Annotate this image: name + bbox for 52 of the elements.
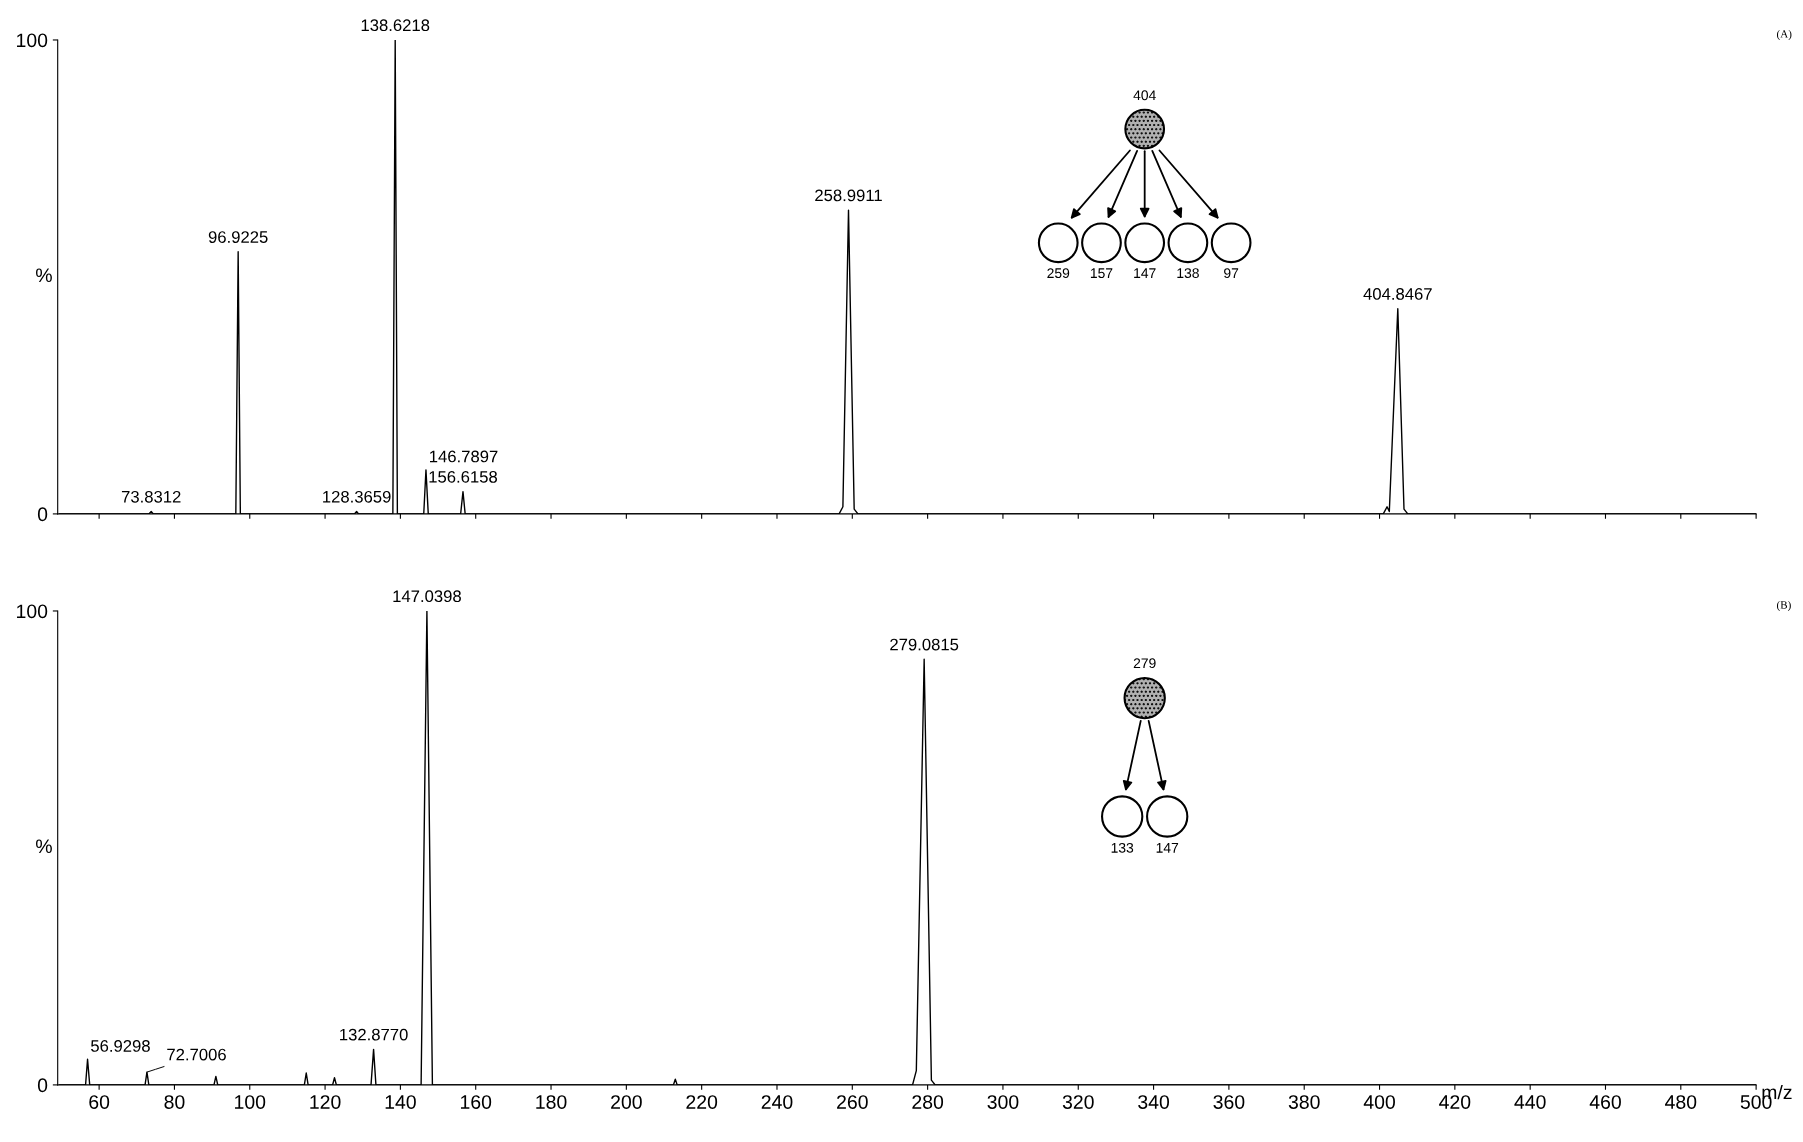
- x-tick-label: 440: [1514, 1095, 1546, 1109]
- annotation: 138: [1177, 268, 1199, 279]
- annotation: 279.0815: [890, 638, 959, 651]
- annotation: 133: [1111, 842, 1134, 853]
- x-tick-label: 420: [1439, 1095, 1471, 1109]
- annotation: 258.9911: [815, 189, 882, 202]
- y-tick-label: 0: [37, 507, 48, 522]
- x-tick-label: 160: [460, 1095, 492, 1109]
- x-tick-label: 240: [761, 1095, 793, 1109]
- annotation: 128.3659: [323, 490, 391, 503]
- annotation: 157: [1090, 268, 1113, 279]
- annotation: 146.7897: [430, 450, 498, 463]
- annotation: 147: [1134, 268, 1156, 278]
- x-tick-label: 300: [987, 1095, 1019, 1109]
- text: (A): [1776, 29, 1792, 40]
- annotation: 72.7006: [167, 1048, 226, 1061]
- annotation: 404.8467: [1363, 288, 1432, 300]
- annotation: 73.8312: [121, 490, 181, 503]
- x-tick-label: 380: [1288, 1095, 1320, 1109]
- annotation: 147: [1156, 843, 1179, 853]
- y-axis-title: %: [36, 839, 52, 854]
- y-axis-title: %: [36, 268, 52, 283]
- annotation: 147.0398: [393, 590, 461, 603]
- annotation: 97: [1224, 268, 1239, 279]
- x-tick-label: 320: [1062, 1095, 1094, 1109]
- x-tick-label: 60: [89, 1095, 110, 1109]
- x-tick-label: 180: [536, 1095, 567, 1109]
- annotation: 259: [1047, 268, 1070, 279]
- text: (B): [1776, 600, 1791, 611]
- x-tick-label: 360: [1213, 1095, 1245, 1109]
- annotation: 404: [1133, 90, 1156, 101]
- y-tick-label: 0: [37, 1078, 48, 1093]
- annotation: 56.9298: [91, 1040, 150, 1052]
- x-tick-label: 460: [1589, 1095, 1621, 1109]
- x-tick-label: 140: [385, 1095, 416, 1109]
- annotation: 138.6218: [361, 19, 430, 32]
- annotation: 132.8770: [340, 1028, 408, 1041]
- y-tick-label: 100: [17, 33, 48, 48]
- y-tick-label: 100: [17, 604, 48, 619]
- x-tick-label: 340: [1138, 1095, 1170, 1109]
- x-tick-label: 80: [164, 1095, 185, 1109]
- annotation: 156.6158: [429, 470, 498, 483]
- x-tick-label: 220: [686, 1095, 718, 1109]
- x-tick-label: 480: [1665, 1095, 1697, 1109]
- x-tick-label: 120: [310, 1095, 341, 1109]
- x-tick-label: 280: [912, 1095, 944, 1109]
- x-tick-label: 100: [235, 1095, 266, 1109]
- annotation: 96.9225: [208, 231, 268, 243]
- annotation: 279: [1133, 658, 1156, 669]
- x-tick-label: 200: [611, 1095, 642, 1109]
- x-tick-label: 260: [837, 1095, 868, 1109]
- x-tick-label: 400: [1363, 1095, 1395, 1109]
